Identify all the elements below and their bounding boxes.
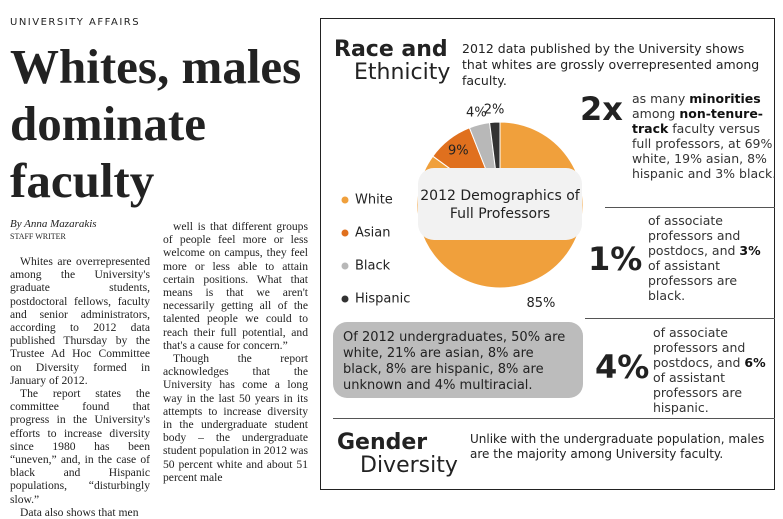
byline-role: STAFF WRITER xyxy=(10,232,66,241)
section-title: Gender xyxy=(337,430,428,455)
stat-figure: 1% xyxy=(588,240,643,278)
chart-title: 2012 Demographics of Full Professors xyxy=(420,188,581,222)
legend-marker xyxy=(341,196,349,204)
paragraph: well is that different groups of people … xyxy=(163,220,308,352)
stat-text-part: as many xyxy=(632,91,690,106)
stat-text-part: of assistant professors are black. xyxy=(648,258,738,303)
stat-text-part: among xyxy=(632,106,680,121)
divider xyxy=(333,418,775,419)
paragraph: Though the report acknowledges that the … xyxy=(163,352,308,484)
paragraph: The report states the committee found th… xyxy=(10,387,150,506)
article-column: well is that different groups of people … xyxy=(163,220,308,484)
stat-emphasis: non-tenure-track xyxy=(632,106,763,136)
stat-emphasis: 3% xyxy=(739,243,761,258)
legend-label: Hispanic xyxy=(355,292,410,307)
divider xyxy=(585,318,775,319)
stat-text: of associate professors and postdocs, an… xyxy=(648,213,773,303)
section-intro: Unlike with the undergraduate population… xyxy=(470,432,765,461)
center-label-box xyxy=(418,168,582,240)
paragraph: Data also shows that men xyxy=(20,505,139,519)
slice-label: 9% xyxy=(448,144,469,159)
section-intro: 2012 data published by the University sh… xyxy=(462,41,760,88)
section-title: Race and xyxy=(334,37,448,62)
legend-marker xyxy=(341,262,349,270)
legend-marker xyxy=(341,295,349,303)
legend-marker xyxy=(341,229,349,237)
section-title: Ethnicity xyxy=(354,60,451,85)
stat-text-part: of associate professors and postdocs, an… xyxy=(648,213,741,258)
stat-text: as many minorities among non-tenure-trac… xyxy=(632,91,777,181)
section-label: UNIVERSITY AFFAIRS xyxy=(10,17,141,28)
stat-text-part: of assistant professors are hispanic. xyxy=(653,370,743,415)
slice-label: 85% xyxy=(526,296,555,311)
undergrad-note: Of 2012 undergraduates, 50% are white, 2… xyxy=(333,322,583,398)
stat-text-part: faculty versus full professors, at 69% w… xyxy=(632,121,777,181)
article-column: Whites are overrepresented among the Uni… xyxy=(10,255,150,519)
slice-label: 2% xyxy=(484,103,505,118)
stat-text-part: of associate professors and postdocs, an… xyxy=(653,325,746,370)
slice-label: 4% xyxy=(466,105,487,120)
legend-label: Black xyxy=(355,259,391,274)
page: UNIVERSITY AFFAIRS Whites, males dominat… xyxy=(10,17,777,519)
chart: 85% White 9% Asian 4% Black 2% Hispanic 2012 Dem… xyxy=(341,103,584,311)
section-title: Diversity xyxy=(360,453,458,478)
legend-label: Asian xyxy=(355,226,390,241)
paragraph: Whites are overrepresented among the Uni… xyxy=(10,255,150,387)
legend-label: White xyxy=(355,193,393,208)
stat-emphasis: 6% xyxy=(744,355,766,370)
divider xyxy=(605,207,775,208)
headline: Whites, males dominate faculty xyxy=(10,39,302,208)
byline: By Anna Mazarakis xyxy=(10,218,97,230)
stat-figure: 4% xyxy=(595,348,650,386)
stat-emphasis: minorities xyxy=(689,91,761,106)
pie-slice xyxy=(416,121,584,289)
stat-figure: 2x xyxy=(580,90,623,128)
stat-text: of associate professors and postdocs, an… xyxy=(653,325,771,415)
